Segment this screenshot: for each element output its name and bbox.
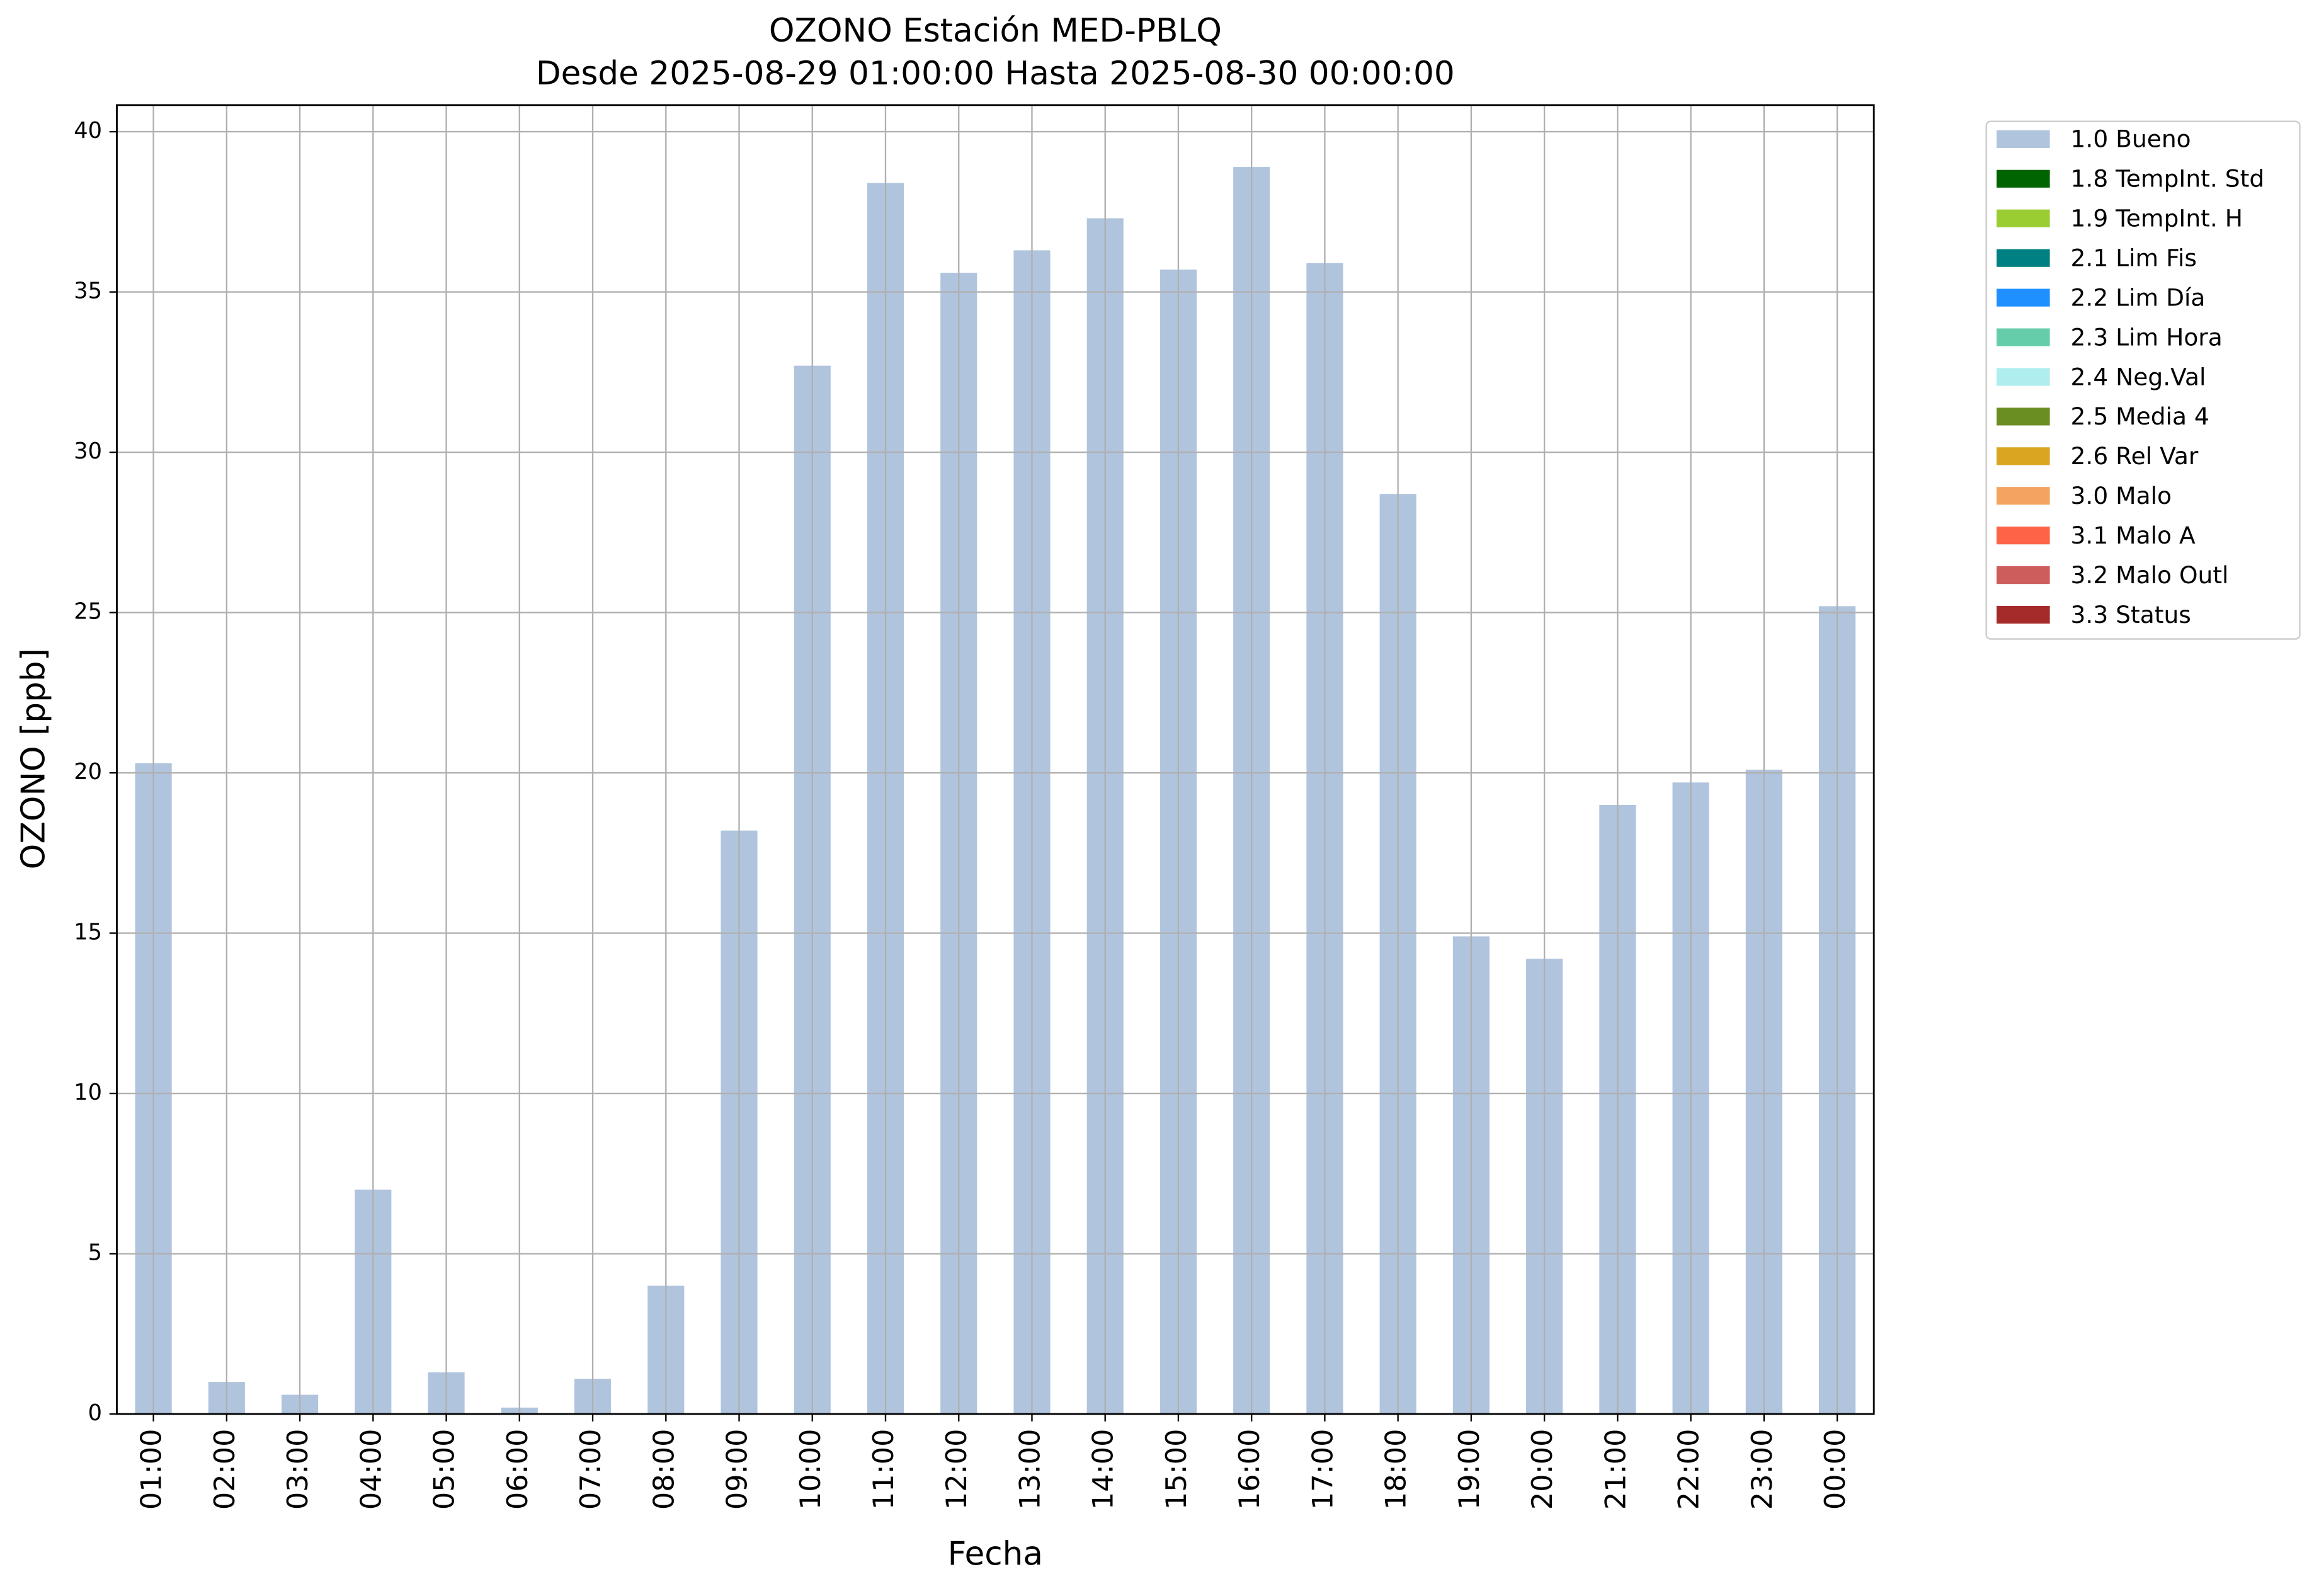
x-tick-label: 04:00 [355, 1429, 387, 1510]
y-tick-label: 30 [74, 438, 102, 464]
x-tick-label: 17:00 [1306, 1429, 1339, 1510]
x-tick-label: 09:00 [721, 1429, 754, 1510]
legend-label: 3.3 Status [2071, 601, 2191, 629]
plot-area: 0 5 10 15 20 25 30 35 40 01:00 02:00 03:00 04:00 05:0… [74, 105, 1874, 1510]
legend-swatch [1997, 527, 2050, 545]
legend-swatch [1997, 487, 2050, 505]
legend-swatch [1997, 249, 2050, 267]
legend-label: 2.1 Lim Fis [2071, 244, 2197, 272]
x-tick-label: 03:00 [282, 1429, 314, 1510]
legend-swatch [1997, 209, 2050, 227]
x-tick-label: 11:00 [867, 1429, 900, 1510]
x-tick-label: 08:00 [647, 1429, 680, 1510]
legend-swatch [1997, 288, 2050, 307]
x-tick-label: 07:00 [574, 1429, 607, 1510]
legend-box [1985, 120, 2301, 640]
legend-swatch [1997, 328, 2050, 346]
legend-label: 3.1 Malo A [2071, 522, 2196, 549]
y-tick-label: 0 [88, 1400, 102, 1426]
y-tick-label: 20 [74, 759, 102, 785]
x-tick-label: 00:00 [1819, 1429, 1852, 1510]
chart-subtitle: Desde 2025-08-29 01:00:00 Hasta 2025-08-… [536, 55, 1455, 93]
y-tick-label: 40 [74, 118, 102, 144]
y-axis-label: OZONO [ppb] [14, 648, 52, 869]
x-tick-label: 23:00 [1746, 1429, 1779, 1510]
legend-label: 2.4 Neg.Val [2071, 363, 2206, 390]
legend-swatch [1997, 368, 2050, 386]
legend-label: 1.0 Bueno [2071, 125, 2191, 153]
x-tick-label: 14:00 [1087, 1429, 1120, 1510]
y-tick-label: 25 [74, 599, 102, 625]
y-tick-label: 10 [74, 1080, 102, 1105]
chart-title: OZONO Estación MED-PBLQ [769, 12, 1222, 50]
x-tick-label: 12:00 [940, 1429, 973, 1510]
legend-swatch [1997, 169, 2050, 188]
legend-label: 2.5 Media 4 [2071, 402, 2209, 430]
legend-swatch [1997, 130, 2050, 148]
legend-label: 1.8 TempInt. Std [2071, 165, 2265, 193]
legend-label: 2.2 Lim Día [2071, 283, 2206, 311]
x-tick-label: 16:00 [1233, 1429, 1266, 1510]
x-tick-label: 01:00 [135, 1429, 168, 1510]
legend-label: 2.3 Lim Hora [2071, 323, 2223, 351]
x-tick-label: 21:00 [1599, 1429, 1632, 1510]
legend-swatch [1997, 566, 2050, 584]
legend: 1.0 Bueno 1.8 TempInt. Std 1.9 TempInt. H 2… [1985, 120, 2301, 640]
x-tick-label: 18:00 [1380, 1429, 1413, 1510]
x-tick-label: 05:00 [428, 1429, 461, 1510]
x-axis-label: Fecha [948, 1535, 1043, 1573]
x-tick-label: 22:00 [1673, 1429, 1706, 1510]
x-tick-label: 02:00 [208, 1429, 241, 1510]
y-tick-label: 5 [88, 1240, 102, 1266]
x-tick-label: 19:00 [1453, 1429, 1486, 1510]
y-tick-label: 15 [74, 920, 102, 945]
legend-label: 3.2 Malo Outl [2071, 561, 2229, 589]
legend-swatch [1997, 447, 2050, 465]
x-tick-label: 13:00 [1013, 1429, 1046, 1510]
legend-label: 1.9 TempInt. H [2071, 205, 2243, 232]
y-tick-label: 35 [74, 278, 102, 304]
x-tick-label: 06:00 [501, 1429, 534, 1510]
x-tick-label: 20:00 [1526, 1429, 1559, 1510]
legend-swatch [1997, 605, 2050, 624]
legend-label: 2.6 Rel Var [2071, 442, 2199, 470]
legend-label: 3.0 Malo [2071, 482, 2172, 510]
x-tick-label: 15:00 [1160, 1429, 1193, 1510]
legend-swatch [1997, 408, 2050, 426]
x-tick-label: 10:00 [794, 1429, 827, 1510]
plot-frame [116, 104, 1875, 1415]
